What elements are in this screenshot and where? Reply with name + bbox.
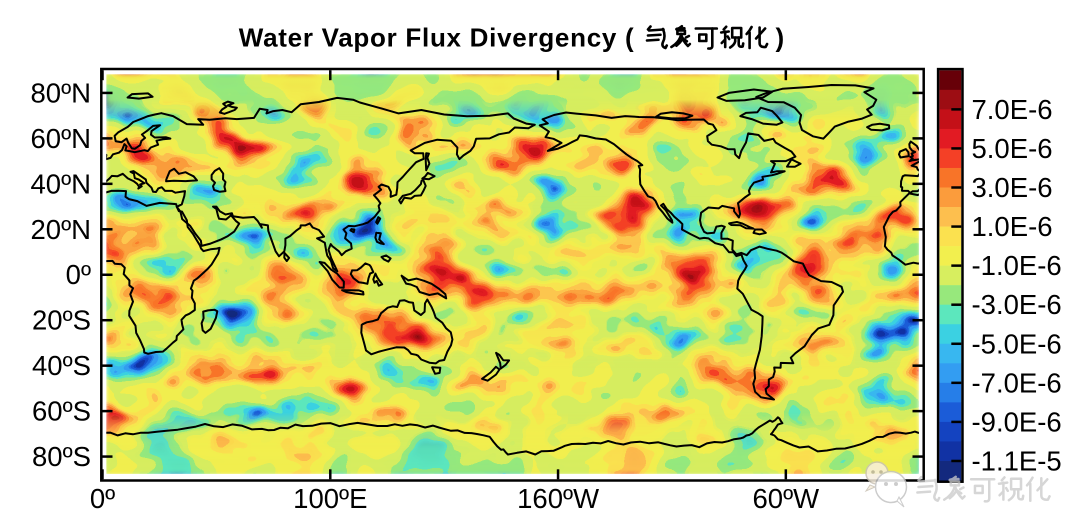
svg-text:60ºS: 60ºS <box>32 396 91 427</box>
svg-text:0º: 0º <box>90 483 115 514</box>
svg-text:Water Vapor Flux Divergency (: Water Vapor Flux Divergency ( <box>239 22 635 52</box>
svg-text:40ºS: 40ºS <box>32 350 91 381</box>
svg-text:3.0E-6: 3.0E-6 <box>972 172 1053 203</box>
svg-text:5.0E-6: 5.0E-6 <box>972 133 1053 164</box>
svg-text:1.0E-6: 1.0E-6 <box>972 211 1053 242</box>
svg-text:): ) <box>776 22 785 52</box>
svg-text:-9.0E-6: -9.0E-6 <box>972 406 1062 437</box>
svg-text:-1.1E-5: -1.1E-5 <box>972 446 1062 477</box>
svg-text:100ºE: 100ºE <box>293 483 367 514</box>
svg-text:20ºS: 20ºS <box>32 305 91 336</box>
svg-text:60ºW: 60ºW <box>753 483 820 514</box>
svg-text:-7.0E-6: -7.0E-6 <box>972 367 1062 398</box>
svg-text:-3.0E-6: -3.0E-6 <box>972 289 1062 320</box>
svg-text:-1.0E-6: -1.0E-6 <box>972 250 1062 281</box>
svg-text:40ºN: 40ºN <box>31 168 92 199</box>
svg-text:7.0E-6: 7.0E-6 <box>972 94 1053 125</box>
svg-text:60ºN: 60ºN <box>31 123 92 154</box>
svg-text:-5.0E-6: -5.0E-6 <box>972 328 1062 359</box>
svg-text:160ºW: 160ºW <box>517 483 599 514</box>
svg-text:0º: 0º <box>66 259 91 290</box>
svg-text:80ºS: 80ºS <box>32 441 91 472</box>
svg-text:20ºN: 20ºN <box>31 214 92 245</box>
svg-text:80ºN: 80ºN <box>31 77 92 108</box>
